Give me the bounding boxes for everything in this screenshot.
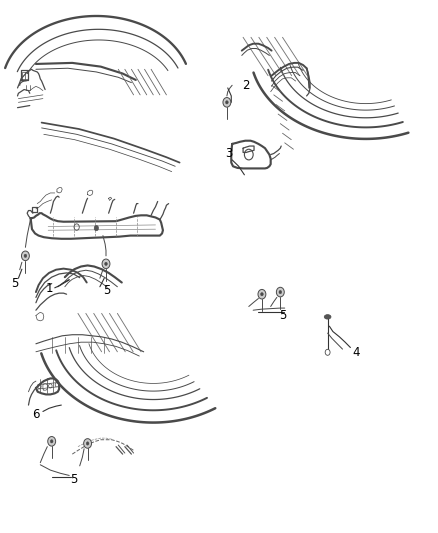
Circle shape xyxy=(276,287,284,297)
Text: 6: 6 xyxy=(32,408,40,421)
Circle shape xyxy=(48,437,56,446)
Circle shape xyxy=(258,289,266,299)
Text: 5: 5 xyxy=(103,284,110,297)
Circle shape xyxy=(261,293,263,296)
Circle shape xyxy=(325,349,330,356)
Circle shape xyxy=(223,98,231,107)
Text: 3: 3 xyxy=(225,147,232,160)
Circle shape xyxy=(24,254,27,257)
Circle shape xyxy=(84,439,92,448)
Circle shape xyxy=(86,442,89,445)
Ellipse shape xyxy=(324,314,331,319)
Circle shape xyxy=(226,101,228,104)
Text: 2: 2 xyxy=(242,79,250,92)
Text: 1: 1 xyxy=(45,282,53,295)
Circle shape xyxy=(50,440,53,443)
Circle shape xyxy=(94,225,99,231)
Text: 4: 4 xyxy=(352,346,360,359)
Circle shape xyxy=(21,251,29,261)
Circle shape xyxy=(105,262,107,265)
Circle shape xyxy=(102,259,110,269)
Text: 5: 5 xyxy=(11,277,18,290)
Circle shape xyxy=(279,290,282,294)
Text: 5: 5 xyxy=(279,309,286,322)
Text: 5: 5 xyxy=(70,473,77,486)
